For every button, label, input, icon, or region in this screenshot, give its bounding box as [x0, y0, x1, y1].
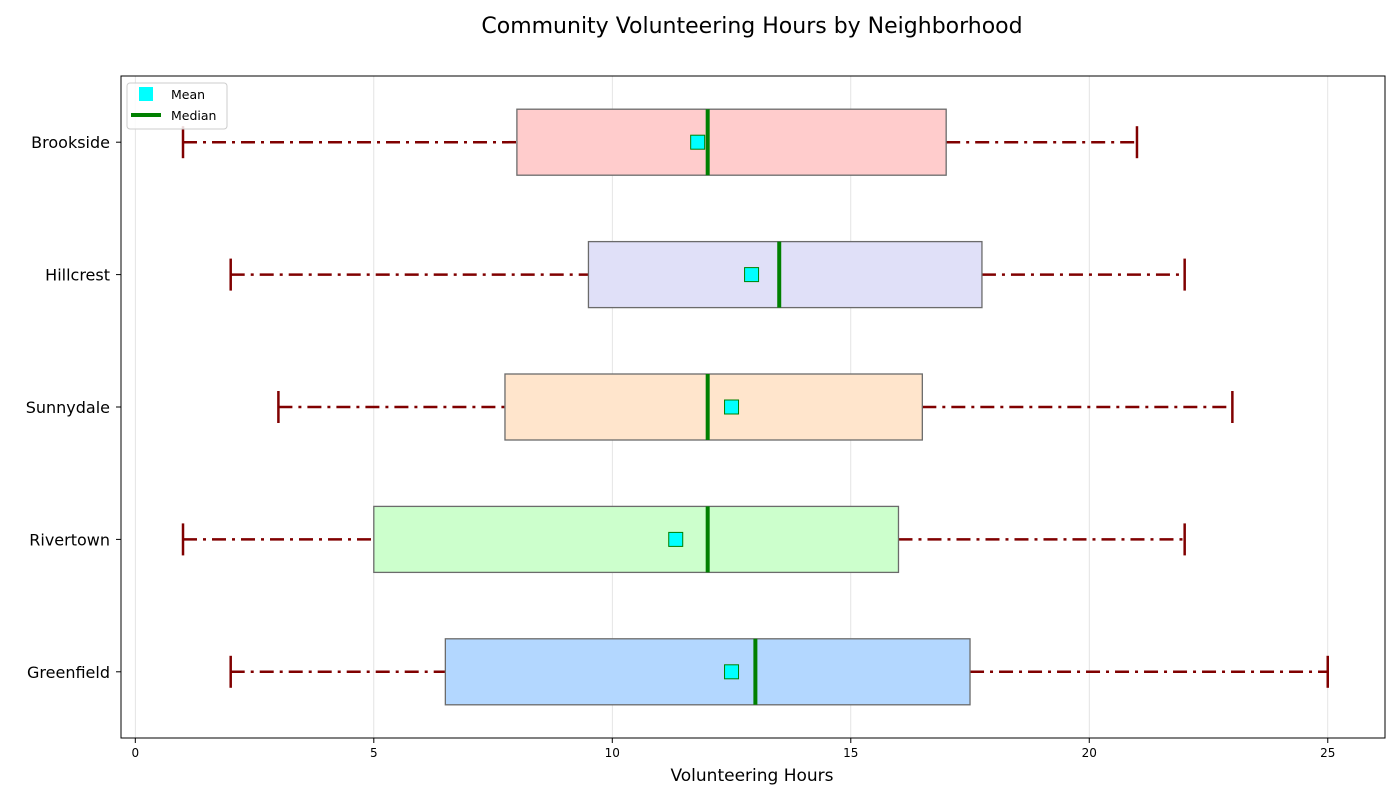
mean-marker	[690, 134, 706, 150]
iqr-box	[373, 505, 900, 574]
legend-mean-swatch	[139, 87, 153, 101]
mean-marker	[724, 664, 740, 680]
x-tick-label: 15	[843, 746, 858, 760]
legend: Mean Median	[126, 82, 228, 130]
x-tick-label: 0	[131, 746, 139, 760]
box-group-sunnydale	[277, 373, 1234, 441]
box-group-brookside	[181, 108, 1139, 176]
boxes-layer	[181, 108, 1330, 706]
y-tick-label: Greenfield	[27, 663, 110, 682]
y-axis-ticks: Greenfield Rivertown Sunnydale Hillcrest Bro…	[26, 133, 121, 682]
x-axis-ticks: 0 5 10 15 20 25	[131, 738, 1335, 760]
x-axis-label: Volunteering Hours	[670, 766, 833, 786]
chart-title: Community Volunteering Hours by Neighbor…	[481, 14, 1022, 39]
mean-marker	[668, 531, 684, 547]
x-tick-label: 5	[370, 746, 378, 760]
y-tick-label: Sunnydale	[26, 398, 110, 417]
x-tick-label: 25	[1320, 746, 1335, 760]
box-group-greenfield	[229, 638, 1330, 706]
mean-marker	[744, 267, 760, 283]
legend-median-label: Median	[171, 108, 216, 123]
box-group-hillcrest	[229, 240, 1186, 309]
y-tick-label: Hillcrest	[45, 266, 110, 285]
legend-mean-label: Mean	[171, 87, 205, 102]
iqr-box	[504, 373, 923, 441]
x-tick-label: 10	[605, 746, 620, 760]
iqr-box	[587, 240, 983, 309]
iqr-box	[516, 108, 947, 176]
iqr-box	[444, 638, 971, 706]
y-tick-label: Brookside	[31, 133, 110, 152]
y-tick-label: Rivertown	[29, 530, 110, 549]
box-group-rivertown	[181, 505, 1186, 574]
mean-marker	[724, 399, 740, 415]
x-tick-label: 20	[1082, 746, 1097, 760]
